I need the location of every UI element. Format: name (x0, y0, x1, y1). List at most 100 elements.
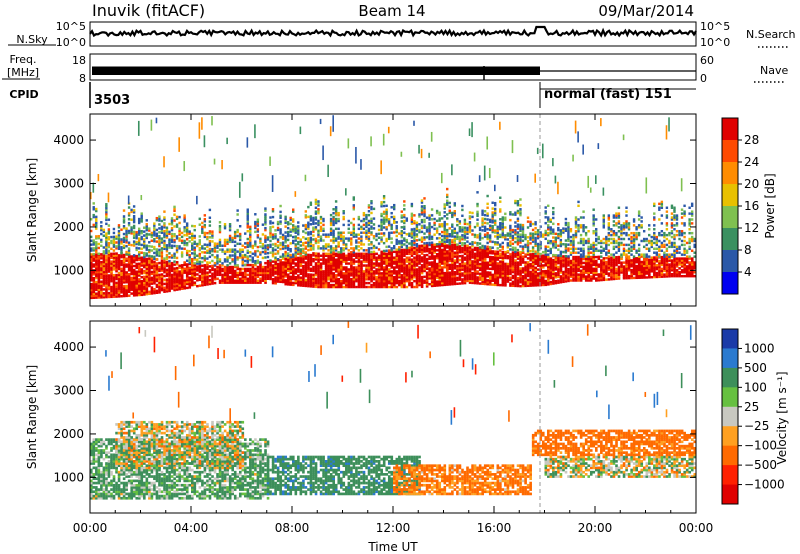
power-cell (284, 219, 287, 223)
power-cell (254, 250, 257, 253)
power-cell (120, 275, 123, 278)
power-cell (506, 270, 510, 274)
power-cell (357, 223, 361, 227)
power-cell (269, 216, 272, 219)
power-cell (380, 236, 383, 239)
power-cell (269, 262, 272, 265)
power-cell (127, 259, 131, 262)
power-cell (264, 207, 267, 210)
power-cell (423, 261, 426, 265)
power-cell (115, 264, 118, 267)
power-cell (135, 240, 138, 244)
power-cell (175, 223, 179, 226)
power-cell (140, 276, 144, 279)
power-cell (284, 225, 287, 228)
power-cell (246, 241, 249, 245)
power-cell (206, 235, 209, 239)
power-cell (562, 272, 565, 276)
power-cell (193, 250, 196, 253)
power-cell (145, 271, 149, 274)
power-cell (173, 209, 176, 213)
power-cell (163, 224, 166, 227)
power-cell (201, 274, 204, 277)
power-cell (304, 247, 308, 250)
power-cell (483, 213, 487, 217)
power-cell (281, 280, 285, 284)
power-cell (362, 270, 366, 273)
power-cell (461, 256, 464, 260)
power-cell (451, 241, 454, 244)
power-cell (458, 264, 462, 268)
power-cell (504, 266, 507, 270)
power-cell (178, 227, 181, 231)
power-cell (536, 254, 540, 258)
power-cell (312, 234, 315, 237)
power-cell (534, 226, 537, 230)
power-cell (125, 277, 128, 280)
power-cell (418, 274, 421, 277)
power-cell (329, 217, 333, 221)
power-cell (390, 264, 394, 267)
power-cell (370, 221, 373, 224)
power-cell (135, 266, 139, 270)
power-cell (193, 269, 197, 273)
power-cell (382, 226, 386, 229)
power-cell (367, 221, 371, 225)
power-cell (415, 277, 419, 281)
power-cell (107, 241, 111, 245)
power-cell (552, 240, 555, 243)
power-cell (531, 276, 535, 279)
power-cell (145, 281, 149, 284)
power-cell (405, 268, 409, 271)
power-cell (524, 274, 527, 278)
power-cell (188, 259, 191, 263)
power-cell (198, 239, 201, 242)
power-cell (223, 244, 227, 247)
power-cell (357, 270, 361, 273)
power-cell (110, 274, 113, 277)
power-cell (385, 216, 388, 219)
power-cell (536, 280, 540, 283)
power-cell (183, 263, 187, 267)
power-cell (102, 278, 106, 281)
power-cell (476, 248, 479, 252)
power-cell (337, 283, 341, 287)
power-cell (329, 126, 332, 137)
power-cell (297, 248, 300, 252)
power-cell (488, 236, 492, 239)
power-cell (236, 281, 240, 284)
power-cell (463, 277, 467, 281)
power-cell (463, 220, 467, 224)
power-cell (294, 239, 297, 242)
power-cell (415, 270, 419, 273)
power-cell (375, 258, 378, 261)
power-cell (122, 232, 126, 236)
power-cell (105, 290, 108, 293)
power-cell (286, 265, 290, 269)
power-cell (413, 233, 416, 237)
power-cell (127, 221, 131, 225)
power-cell (201, 225, 204, 229)
power-cell (519, 267, 522, 270)
power-cell (271, 251, 275, 254)
power-cell (279, 216, 282, 219)
power-cell (153, 274, 156, 277)
power-cell (140, 287, 144, 291)
power-cell (486, 218, 489, 221)
power-cell (289, 283, 293, 286)
power-cell (403, 272, 406, 275)
power-cell (155, 291, 159, 294)
power-cell (264, 275, 267, 279)
power-cell (130, 292, 133, 295)
power-cell (155, 262, 159, 265)
power-cell (446, 277, 449, 281)
power-cell (115, 266, 118, 269)
power-cell (453, 211, 456, 215)
power-cell (446, 187, 449, 191)
power-cell (178, 276, 181, 279)
power-cell (148, 244, 151, 248)
power-cell (425, 230, 429, 233)
power-cell (539, 243, 542, 246)
power-cell (446, 250, 449, 253)
power-cell (488, 259, 492, 263)
